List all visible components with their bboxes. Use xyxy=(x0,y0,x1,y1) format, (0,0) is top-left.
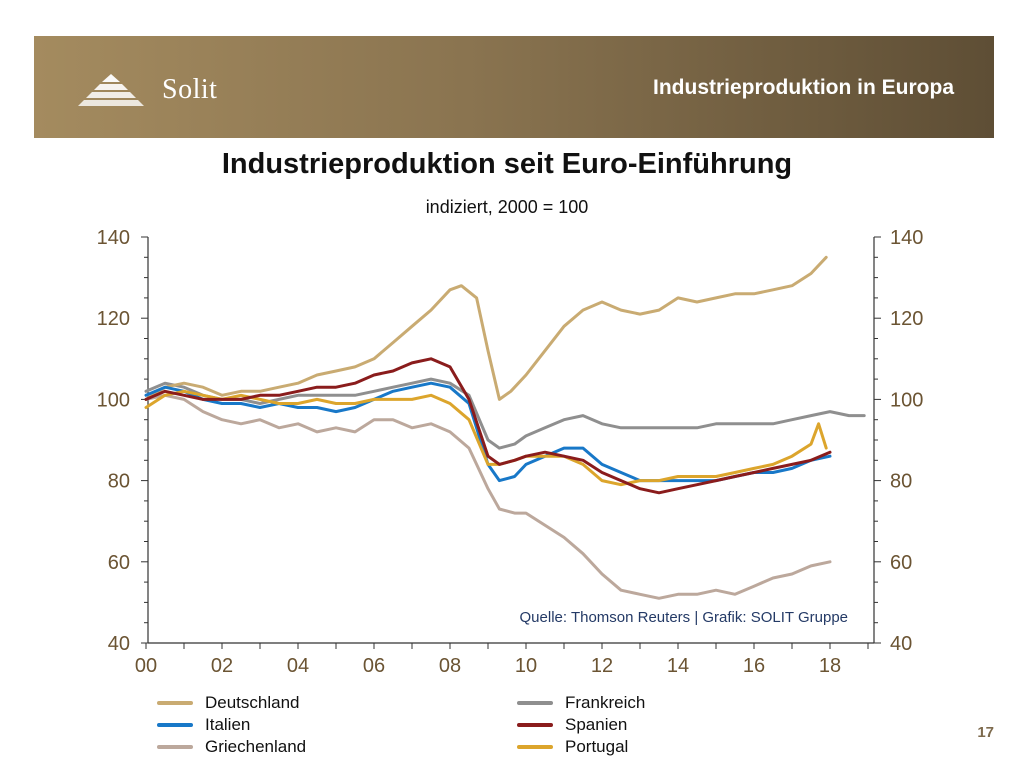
y-tick-label-left: 140 xyxy=(97,227,130,249)
legend-label: Italien xyxy=(205,715,251,734)
y-tick-label-right: 140 xyxy=(890,227,923,249)
x-tick-label: 06 xyxy=(363,655,385,677)
legend-label: Spanien xyxy=(565,715,628,734)
x-tick-label: 08 xyxy=(439,655,461,677)
legend-item-portugal: Portugal xyxy=(517,736,628,758)
x-tick-label: 18 xyxy=(819,655,841,677)
chart-title: Industrieproduktion seit Euro-Einführung xyxy=(221,148,793,180)
y-tick-label-right: 80 xyxy=(890,471,912,493)
legend-item-frankreich: Frankreich xyxy=(517,692,645,714)
y-tick-label-left: 100 xyxy=(97,389,130,411)
x-tick-label: 04 xyxy=(287,655,309,677)
banner-title: Industrieproduktion in Europa xyxy=(653,76,954,99)
legend-item-italien: Italien xyxy=(157,714,250,736)
legend-item-griechenland: Griechenland xyxy=(157,736,306,758)
y-tick-label-right: 40 xyxy=(890,633,912,655)
legend-swatch xyxy=(517,723,553,727)
x-tick-label: 16 xyxy=(743,655,765,677)
header-banner: Solit Industrieproduktion in Europa xyxy=(34,36,994,138)
y-tick-label-left: 60 xyxy=(108,552,130,574)
solit-logo-icon xyxy=(78,74,144,106)
chart-legend: Deutschland Frankreich Italien Spanien G… xyxy=(157,692,717,762)
legend-label: Griechenland xyxy=(205,737,307,756)
legend-label: Portugal xyxy=(565,737,629,756)
legend-swatch xyxy=(517,701,553,705)
legend-item-deutschland: Deutschland xyxy=(157,692,300,714)
x-tick-label: 12 xyxy=(591,655,613,677)
legend-label: Deutschland xyxy=(205,693,300,712)
series-line-spanien xyxy=(144,357,832,495)
legend-swatch xyxy=(157,723,193,727)
x-tick-label: 10 xyxy=(515,655,537,677)
legend-swatch xyxy=(517,745,553,749)
y-tick-label-left: 80 xyxy=(108,471,130,493)
page-number: 17 xyxy=(977,724,994,741)
legend-swatch xyxy=(157,745,193,749)
series-line-deutschland xyxy=(144,255,828,401)
brand-name: Solit xyxy=(162,74,218,105)
x-tick-label: 00 xyxy=(135,655,157,677)
legend-swatch xyxy=(157,701,193,705)
chart-axes: 40 40 60 60 80 80 100 100 120 120 140 140 00 02 04 06 08… xyxy=(97,227,924,677)
series-line-griechenland xyxy=(144,393,832,600)
source-note: Quelle: Thomson Reuters | Grafik: SOLIT … xyxy=(520,609,848,626)
x-tick-label: 14 xyxy=(667,655,689,677)
legend-label: Frankreich xyxy=(565,693,646,712)
chart-series xyxy=(144,255,866,600)
series-line-frankreich xyxy=(144,377,866,450)
y-tick-label-left: 120 xyxy=(97,308,130,330)
y-tick-label-right: 100 xyxy=(890,389,923,411)
y-tick-label-right: 120 xyxy=(890,308,923,330)
chart-subtitle: indiziert, 2000 = 100 xyxy=(425,197,589,217)
y-tick-label-left: 40 xyxy=(108,633,130,655)
y-tick-label-right: 60 xyxy=(890,552,912,574)
x-tick-label: 02 xyxy=(211,655,233,677)
legend-item-spanien: Spanien xyxy=(517,714,627,736)
